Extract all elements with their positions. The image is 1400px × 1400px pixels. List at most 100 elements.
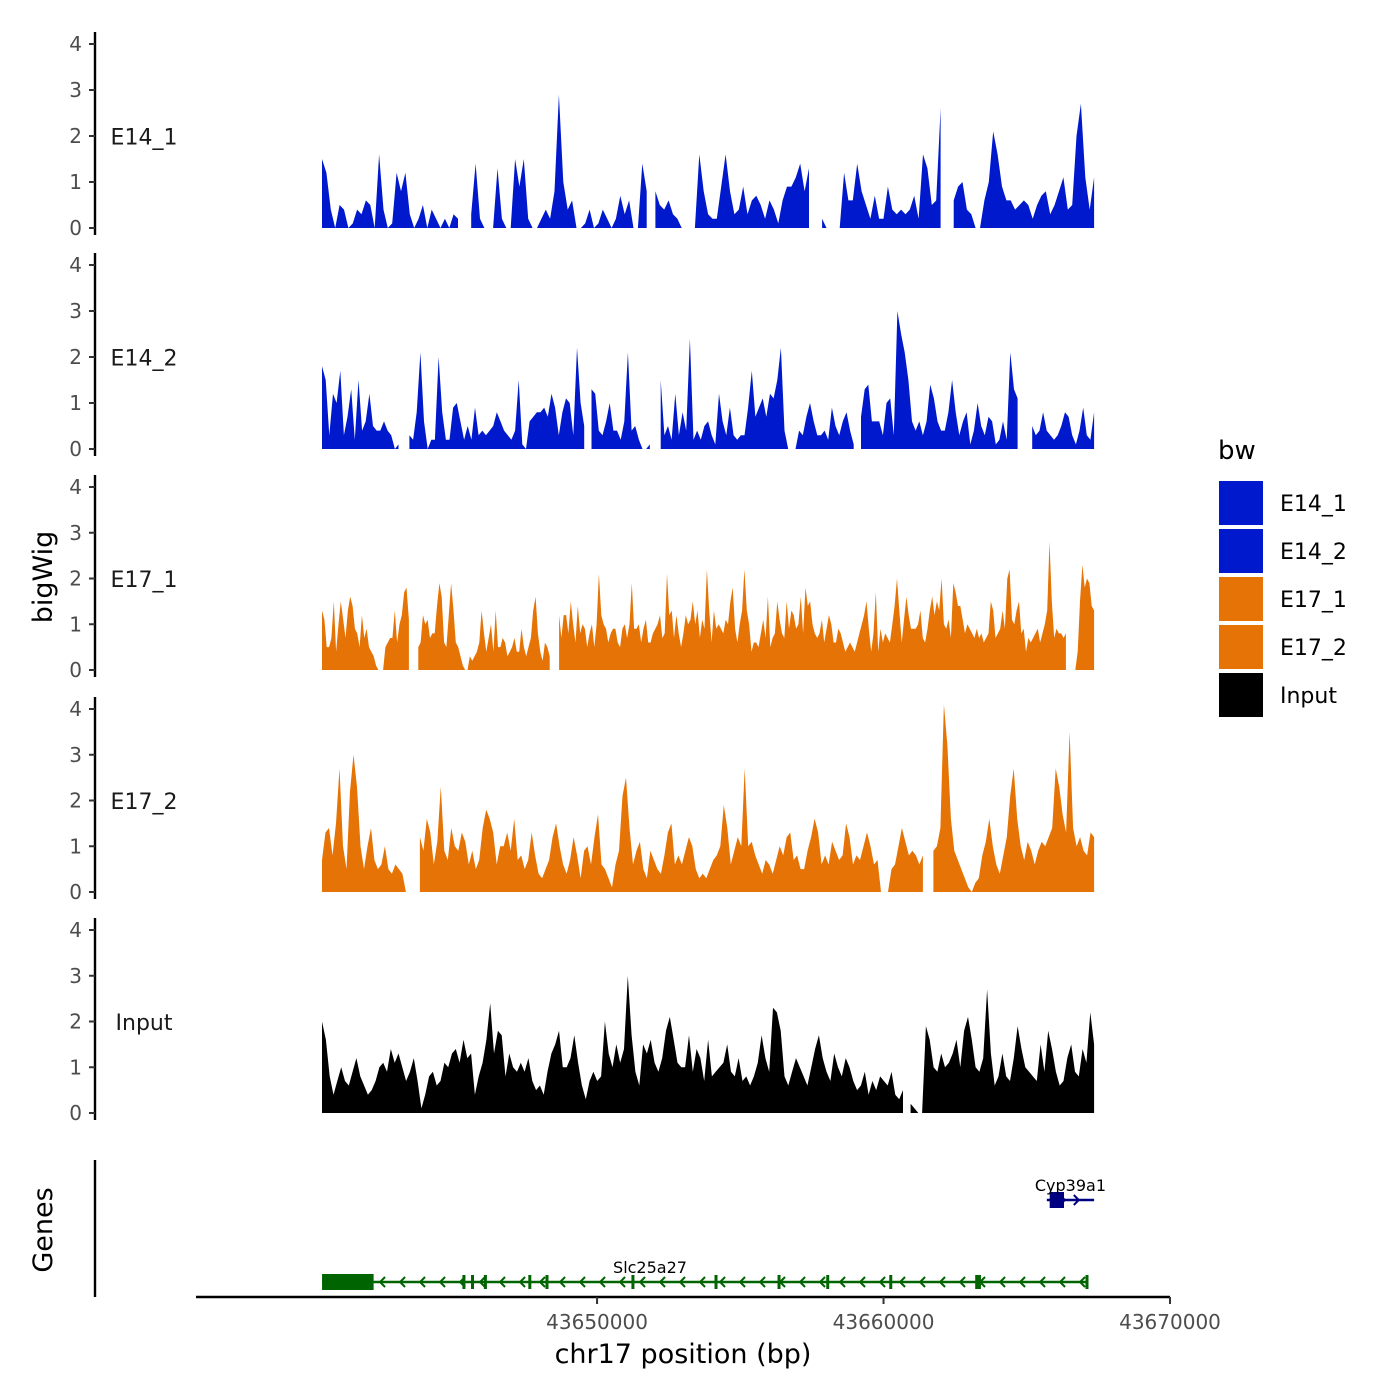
genes-panel: Genes Slc25a27 Cyp39a1 — [28, 1160, 1106, 1297]
legend-entry-E17_1: E17_1 — [1219, 577, 1347, 621]
gene-exon — [483, 1275, 487, 1289]
y-tick-label: 1 — [69, 1055, 82, 1079]
legend-swatch — [1219, 529, 1263, 573]
legend-label: E14_1 — [1280, 492, 1347, 517]
gene-exon — [889, 1275, 893, 1289]
strand-chevron — [1038, 1276, 1046, 1288]
strand-chevron — [578, 1276, 586, 1288]
area-segment-E14_2 — [861, 311, 1018, 449]
legend: bw E14_1 E14_2 E17_1 E17_2 Input — [1218, 436, 1347, 717]
y-tick-label: 2 — [69, 1010, 82, 1034]
area-segment-E14_2 — [660, 338, 854, 449]
y-tick-label: 1 — [69, 834, 82, 858]
track-label-E17_1: E17_1 — [111, 568, 178, 593]
gene-exon — [1049, 1192, 1065, 1208]
strand-chevron — [558, 1276, 566, 1288]
y-tick-label: 4 — [69, 918, 82, 942]
bigwig-tracks: 0 1 2 3 4 E14_1 0 1 2 3 4 E14_2 0 1 2 3 4 E17_1 0 1 2 3 4 E17_2… — [69, 32, 1095, 1125]
gene-exon — [528, 1275, 532, 1289]
area-segment-Input — [322, 975, 903, 1113]
strand-chevron — [698, 1276, 706, 1288]
y-tick-label: 1 — [69, 612, 82, 636]
strand-chevron — [518, 1276, 526, 1288]
track-label-E14_1: E14_1 — [111, 125, 178, 150]
legend-label: E14_2 — [1280, 540, 1347, 565]
gene-exon — [975, 1275, 981, 1289]
area-segment-E17_1 — [559, 541, 1066, 670]
gene-exon — [471, 1275, 475, 1289]
strand-chevron — [498, 1276, 506, 1288]
strand-chevron — [738, 1276, 746, 1288]
y-tick-label: 0 — [69, 658, 82, 682]
track-label-E17_2: E17_2 — [111, 790, 178, 815]
gene-label: Slc25a27 — [613, 1258, 687, 1277]
y-tick-label: 4 — [69, 253, 82, 277]
area-segment-E14_1 — [471, 94, 647, 228]
gene-exon — [545, 1275, 549, 1289]
strand-chevron — [538, 1276, 546, 1288]
strand-chevron — [818, 1276, 826, 1288]
area-segment-E17_1 — [322, 587, 409, 670]
track-E17_2: 0 1 2 3 4 E17_2 — [69, 697, 1095, 904]
strand-chevron — [438, 1276, 446, 1288]
strand-chevron — [1058, 1276, 1066, 1288]
gene-Slc25a27: Slc25a27 — [322, 1258, 1089, 1290]
area-segment-E14_2 — [409, 347, 585, 449]
strand-chevron — [838, 1276, 846, 1288]
legend-label: E17_2 — [1280, 636, 1347, 661]
legend-entry-E14_2: E14_2 — [1219, 529, 1347, 573]
y-tick-label: 2 — [69, 345, 82, 369]
legend-swatch — [1219, 577, 1263, 621]
strand-chevron — [1018, 1276, 1026, 1288]
strand-chevron — [718, 1276, 726, 1288]
y-tick-label: 4 — [69, 697, 82, 721]
legend-label: E17_1 — [1280, 588, 1347, 613]
area-segment-E14_1 — [322, 154, 458, 228]
track-label-Input: Input — [116, 1011, 173, 1036]
track-E17_1: 0 1 2 3 4 E17_1 — [69, 475, 1095, 682]
gene-exon — [714, 1275, 718, 1289]
y-tick-label: 0 — [69, 1101, 82, 1125]
y-tick-label: 0 — [69, 437, 82, 461]
y-tick-label: 3 — [69, 743, 82, 767]
strand-chevron — [618, 1276, 626, 1288]
strand-chevron — [638, 1276, 646, 1288]
strand-chevron — [478, 1276, 486, 1288]
x-tick-label: 43650000 — [546, 1310, 648, 1334]
area-segment-E14_2 — [1032, 407, 1095, 449]
strand-chevron — [938, 1276, 946, 1288]
track-E14_2: 0 1 2 3 4 E14_2 — [69, 253, 1095, 461]
gene-exon — [777, 1275, 781, 1289]
x-axis: 43650000 43660000 43670000 chr17 position … — [196, 1295, 1221, 1370]
legend-entry-E14_1: E14_1 — [1219, 481, 1347, 525]
gene-exon — [322, 1274, 374, 1290]
y-tick-label: 2 — [69, 567, 82, 591]
area-segment-E17_1 — [1073, 564, 1095, 670]
x-tick-label: 43660000 — [833, 1310, 935, 1334]
legend-swatch — [1219, 673, 1263, 717]
y-tick-label: 1 — [69, 391, 82, 415]
x-tick-label: 43670000 — [1119, 1310, 1221, 1334]
strand-chevron — [418, 1276, 426, 1288]
track-Input: 0 1 2 3 4 Input — [69, 918, 1095, 1125]
y-tick-label: 2 — [69, 124, 82, 148]
strand-chevron — [678, 1276, 686, 1288]
strand-chevron — [998, 1276, 1006, 1288]
legend-title: bw — [1218, 436, 1256, 466]
gene-exon — [462, 1275, 466, 1289]
strand-chevron — [658, 1276, 666, 1288]
area-segment-E14_1 — [953, 103, 1095, 228]
y-tick-label: 3 — [69, 964, 82, 988]
strand-chevron — [1073, 1194, 1081, 1206]
gene-models: Slc25a27 Cyp39a1 — [322, 1176, 1106, 1290]
y-tick-label: 3 — [69, 521, 82, 545]
legend-swatch — [1219, 481, 1263, 525]
strand-chevron — [958, 1276, 966, 1288]
y-tick-label: 4 — [69, 32, 82, 56]
strand-chevron — [858, 1276, 866, 1288]
area-segment-E14_2 — [591, 352, 650, 449]
y-tick-label: 1 — [69, 170, 82, 194]
strand-chevron — [758, 1276, 766, 1288]
gene-exon — [1085, 1275, 1089, 1289]
